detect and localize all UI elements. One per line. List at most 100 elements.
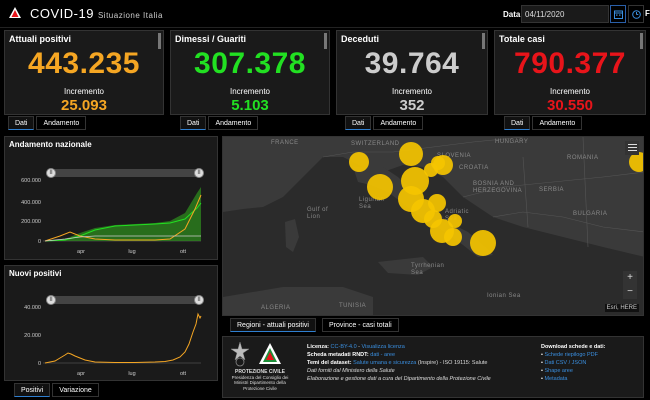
organization-name: PROTEZIONE CIVILE Presidenza del Consigl… [229,369,291,391]
download-link[interactable]: Dati CSV / JSON [544,360,587,366]
kpi-title: Deceduti [341,34,380,44]
region-bubble[interactable] [448,214,462,228]
licenza-label: Licenza: [307,344,330,350]
series-totale-casi-area [45,187,201,241]
kpi-increment-value: 5.103 [231,97,269,114]
kpi-tabs-totale: Dati Andamento [504,116,584,130]
map-label-romania: ROMANIA [567,155,599,161]
scheda-metadati-links[interactable]: dati - aree [370,352,396,358]
map-label-france: FRANCE [271,140,299,146]
tab-positivi[interactable]: Positivi [14,383,51,397]
download-link[interactable]: Shape aree [544,368,573,374]
temi-label: Temi del dataset: [307,360,352,366]
clock-icon [631,9,641,19]
slider-end-handle[interactable]: II [194,168,204,178]
protezione-civile-logo-icon [259,343,281,364]
y-tick: 600.000 [21,178,41,184]
region-bubble[interactable] [470,230,496,256]
app-title-text: COVID-19 [30,6,94,21]
tab-dati[interactable]: Dati [345,116,372,130]
tab-regioni-attuali-positivi[interactable]: Regioni - attuali positivi [230,318,316,332]
tab-dati[interactable]: Dati [8,116,35,130]
panel-scrollbar[interactable] [324,33,327,49]
app-title: COVID-19 Situazione Italia [30,6,163,21]
download-item: • Metadata [541,376,568,382]
downloads-section: Download schede e dati: • Schede riepilo… [541,343,641,383]
kpi-tabs-deceduti: Dati Andamento [345,116,425,130]
tab-andamento[interactable]: Andamento [36,116,87,130]
panel-scrollbar[interactable] [482,33,485,49]
slider-start-handle[interactable]: II [46,168,56,178]
list-icon [627,144,637,151]
map-legend-button[interactable] [625,141,639,155]
licenza-row: Licenza: CC-BY-4.0 - Visualizza licenza [307,344,405,350]
tab-variazione[interactable]: Variazione [52,383,99,397]
elaborazione-dati: Elaborazione e gestione dati a cura del … [307,376,491,382]
trend-panel: Andamento nazionale II II 600.000 400.00… [4,136,218,260]
map-label-bosnia: BOSNIA AND HERZEGOVINA [473,181,523,194]
tab-andamento[interactable]: Andamento [373,116,424,130]
visualizza-licenza-link[interactable]: Visualizza licenza [361,344,405,350]
region-bubble[interactable] [428,194,446,212]
region-bubble[interactable] [433,155,453,175]
kpi-increment-label: Incremento [391,87,433,96]
region-bubble[interactable] [399,142,423,166]
date-label: Data [503,10,521,19]
org-name-subtitle: Presidenza del Consiglio dei Ministri Di… [231,375,289,391]
new-positive-chart: 40.000 20.000 0 apr lug ott [24,305,202,377]
panel-scrollbar[interactable] [158,33,161,49]
scheda-label: Scheda metadati RNDT: [307,352,369,358]
region-bubble[interactable] [367,174,393,200]
italy-map[interactable]: FRANCE SWITZERLAND SLOVENIA CROATIA HUNG… [222,136,644,316]
map-label-hungary: HUNGARY [495,139,529,145]
licenza-link[interactable]: CC-BY-4.0 [330,344,357,350]
time-button[interactable] [628,5,644,23]
region-bubble[interactable] [629,152,644,172]
tab-andamento[interactable]: Andamento [208,116,259,130]
kpi-value: 443.235 [28,47,140,80]
y-tick: 400.000 [21,200,41,206]
tab-andamento[interactable]: Andamento [532,116,583,130]
y-tick: 0 [38,361,41,367]
trend-chart: 600.000 400.000 200.000 0 apr lug ott [21,178,202,255]
time-range-slider[interactable]: II II [46,295,204,305]
download-item: • Dati CSV / JSON [541,360,587,366]
series-new-positive-line [44,312,202,364]
tab-dati[interactable]: Dati [504,116,531,130]
y-tick: 20.000 [24,333,41,339]
footer-info-panel: PROTEZIONE CIVILE Presidenza del Consigl… [222,336,644,398]
region-bubble[interactable] [349,152,369,172]
map-label-tyrrhenian-sea: Tyrrhenian Sea [411,263,445,276]
kpi-value: 39.764 [364,47,460,80]
map-label-slovenia: SLOVENIA [437,153,472,159]
x-tick: ott [180,249,187,255]
region-bubble[interactable] [444,228,462,246]
date-input[interactable]: 04/11/2020 [521,5,609,23]
download-link[interactable]: Schede riepilogo PDF [544,352,598,358]
slider-end-handle[interactable]: II [194,295,204,305]
zoom-out-button[interactable]: − [623,285,637,299]
new-positive-title: Nuovi positivi [9,269,62,278]
x-tick: apr [77,371,85,377]
zoom-in-button[interactable]: + [623,271,637,285]
temi-link[interactable]: Salute umana e sicurezza [353,360,417,366]
trend-chart-title: Andamento nazionale [9,140,92,149]
panel-scrollbar[interactable] [640,33,643,49]
map-label-ligurian-sea: Ligurian Sea [359,197,385,210]
calendar-button[interactable] [610,5,626,23]
kpi-value: 307.378 [194,47,306,80]
x-tick: apr [77,249,85,255]
time-range-slider[interactable]: II II [46,168,204,178]
kpi-value: 790.377 [514,47,626,80]
kpi-increment-value: 30.550 [547,97,593,114]
map-label-switzerland: SWITZERLAND [351,141,400,147]
map-bubbles-layer[interactable] [223,137,644,316]
tab-province-casi-totali[interactable]: Province - casi totali [322,318,399,332]
slider-start-handle[interactable]: II [46,295,56,305]
kpi-tabs-dimessi: Dati Andamento [180,116,260,130]
kpi-increment-label: Incremento [549,87,591,96]
download-link[interactable]: Metadata [544,376,568,382]
fonte-dati: Dati forniti dal Ministero della Salute [307,368,395,374]
tab-dati[interactable]: Dati [180,116,207,130]
kpi-panel-attuali-positivi: Attuali positivi 443.235 Incremento 25.0… [4,30,164,115]
